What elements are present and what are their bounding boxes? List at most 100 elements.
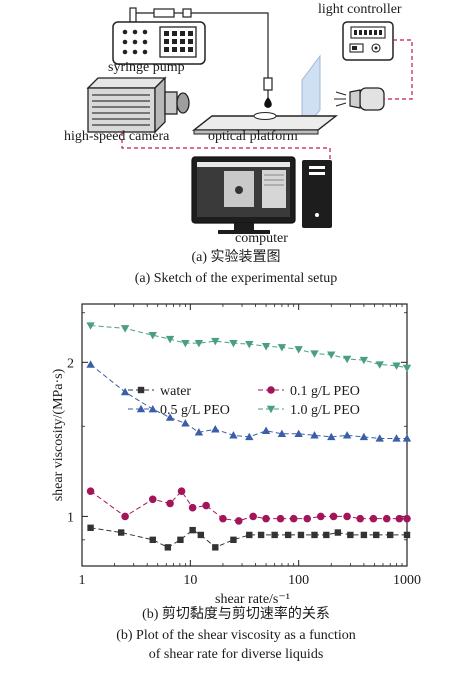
high-speed-camera-icon (86, 76, 190, 134)
legend-label: water (160, 384, 191, 399)
data-point (212, 544, 219, 551)
x-tick-label: 1 (79, 573, 86, 588)
data-point (165, 335, 175, 344)
data-point (327, 432, 336, 441)
data-point (375, 434, 384, 442)
caption-b-cn: (b) 剪切黏度与剪切速率的关系 (142, 607, 330, 622)
data-point (249, 512, 257, 521)
data-point (177, 536, 184, 544)
caption-a-en: (a) Sketch of the experimental setup (134, 271, 338, 286)
data-point (194, 428, 204, 436)
viscosity-chart: 1 10 100 1000 1 2 shear rate/s⁻¹ shear viscosit… (51, 303, 421, 607)
data-point (392, 362, 401, 370)
data-point (343, 512, 351, 521)
data-point (262, 514, 270, 523)
data-point (261, 343, 271, 351)
led-light-icon (334, 87, 385, 111)
optical-platform-icon (191, 112, 339, 135)
y-tick-label: 2 (67, 356, 74, 371)
controller-to-light-cable (384, 39, 413, 100)
data-point (329, 512, 338, 521)
plot-frame (81, 303, 408, 567)
data-point (245, 340, 254, 349)
data-point (392, 434, 401, 442)
tube (191, 12, 269, 78)
data-point (316, 512, 325, 521)
data-point (271, 531, 278, 539)
caption-b-en-line2: of shear rate for diverse liquids (148, 647, 324, 662)
data-point (403, 514, 411, 523)
data-point (375, 361, 384, 369)
data-point (86, 487, 95, 496)
data-point (164, 544, 172, 551)
y-axis-title: shear viscosity/(MPa·s) (51, 368, 66, 501)
light-sheet (301, 54, 321, 134)
data-point (277, 429, 287, 438)
data-point (166, 499, 174, 508)
data-point (334, 529, 342, 536)
data-point (356, 514, 365, 523)
data-point (267, 386, 275, 394)
data-point (148, 331, 157, 340)
data-point (266, 405, 276, 414)
syringe-icon (129, 7, 192, 23)
computer-tower-icon (302, 160, 332, 228)
data-point (323, 531, 330, 539)
data-point (137, 386, 145, 394)
data-point (277, 344, 287, 352)
caption-a-cn: (a) 实验装置图 (191, 250, 281, 265)
light-controller-label: light controller (318, 2, 402, 17)
data-point (402, 434, 412, 442)
data-point (387, 531, 394, 539)
syringe-pump-icon (112, 21, 206, 65)
data-point (87, 524, 94, 531)
data-point (246, 531, 253, 539)
data-point (395, 514, 404, 523)
caption-b-en-line1: (b) Plot of the shear viscosity as a fun… (116, 628, 356, 643)
setup-sketch (86, 7, 413, 234)
data-point (177, 487, 186, 496)
data-point (347, 531, 354, 539)
optical-platform-label: optical platform (208, 129, 298, 144)
data-point (219, 514, 227, 523)
data-point (211, 425, 220, 433)
data-point (303, 514, 312, 523)
x-tick-label: 10 (183, 573, 197, 588)
data-point (136, 404, 146, 413)
data-point (359, 432, 369, 441)
light-controller-icon (342, 21, 394, 61)
computer-monitor-icon (191, 156, 296, 234)
data-point (257, 531, 265, 539)
y-tick-label: 1 (67, 510, 74, 525)
data-point (342, 355, 352, 364)
data-point (148, 495, 157, 504)
legend-label: 0.5 g/L PEO (160, 403, 230, 418)
data-point (181, 419, 190, 427)
data-point (276, 514, 285, 523)
x-tick-label: 100 (288, 573, 309, 588)
data-point (369, 514, 378, 523)
data-point (120, 387, 130, 396)
data-point (86, 322, 95, 330)
data-point (188, 503, 197, 512)
legend-label: 1.0 g/L PEO (290, 403, 360, 418)
data-point (181, 339, 190, 348)
data-point (382, 514, 391, 523)
data-point (311, 531, 318, 539)
data-point (289, 514, 298, 523)
data-point (230, 536, 237, 544)
series-line (90, 527, 407, 548)
data-point (229, 339, 238, 348)
data-point (310, 431, 319, 439)
data-point (403, 531, 411, 539)
data-point (373, 531, 380, 539)
data-point (194, 339, 204, 348)
data-point (327, 351, 336, 359)
data-point (229, 431, 238, 439)
data-point (310, 350, 319, 358)
data-point (342, 431, 352, 439)
data-point (120, 325, 130, 333)
data-point (360, 531, 368, 539)
data-point (359, 356, 369, 365)
needle-droplet-icon (263, 77, 273, 108)
